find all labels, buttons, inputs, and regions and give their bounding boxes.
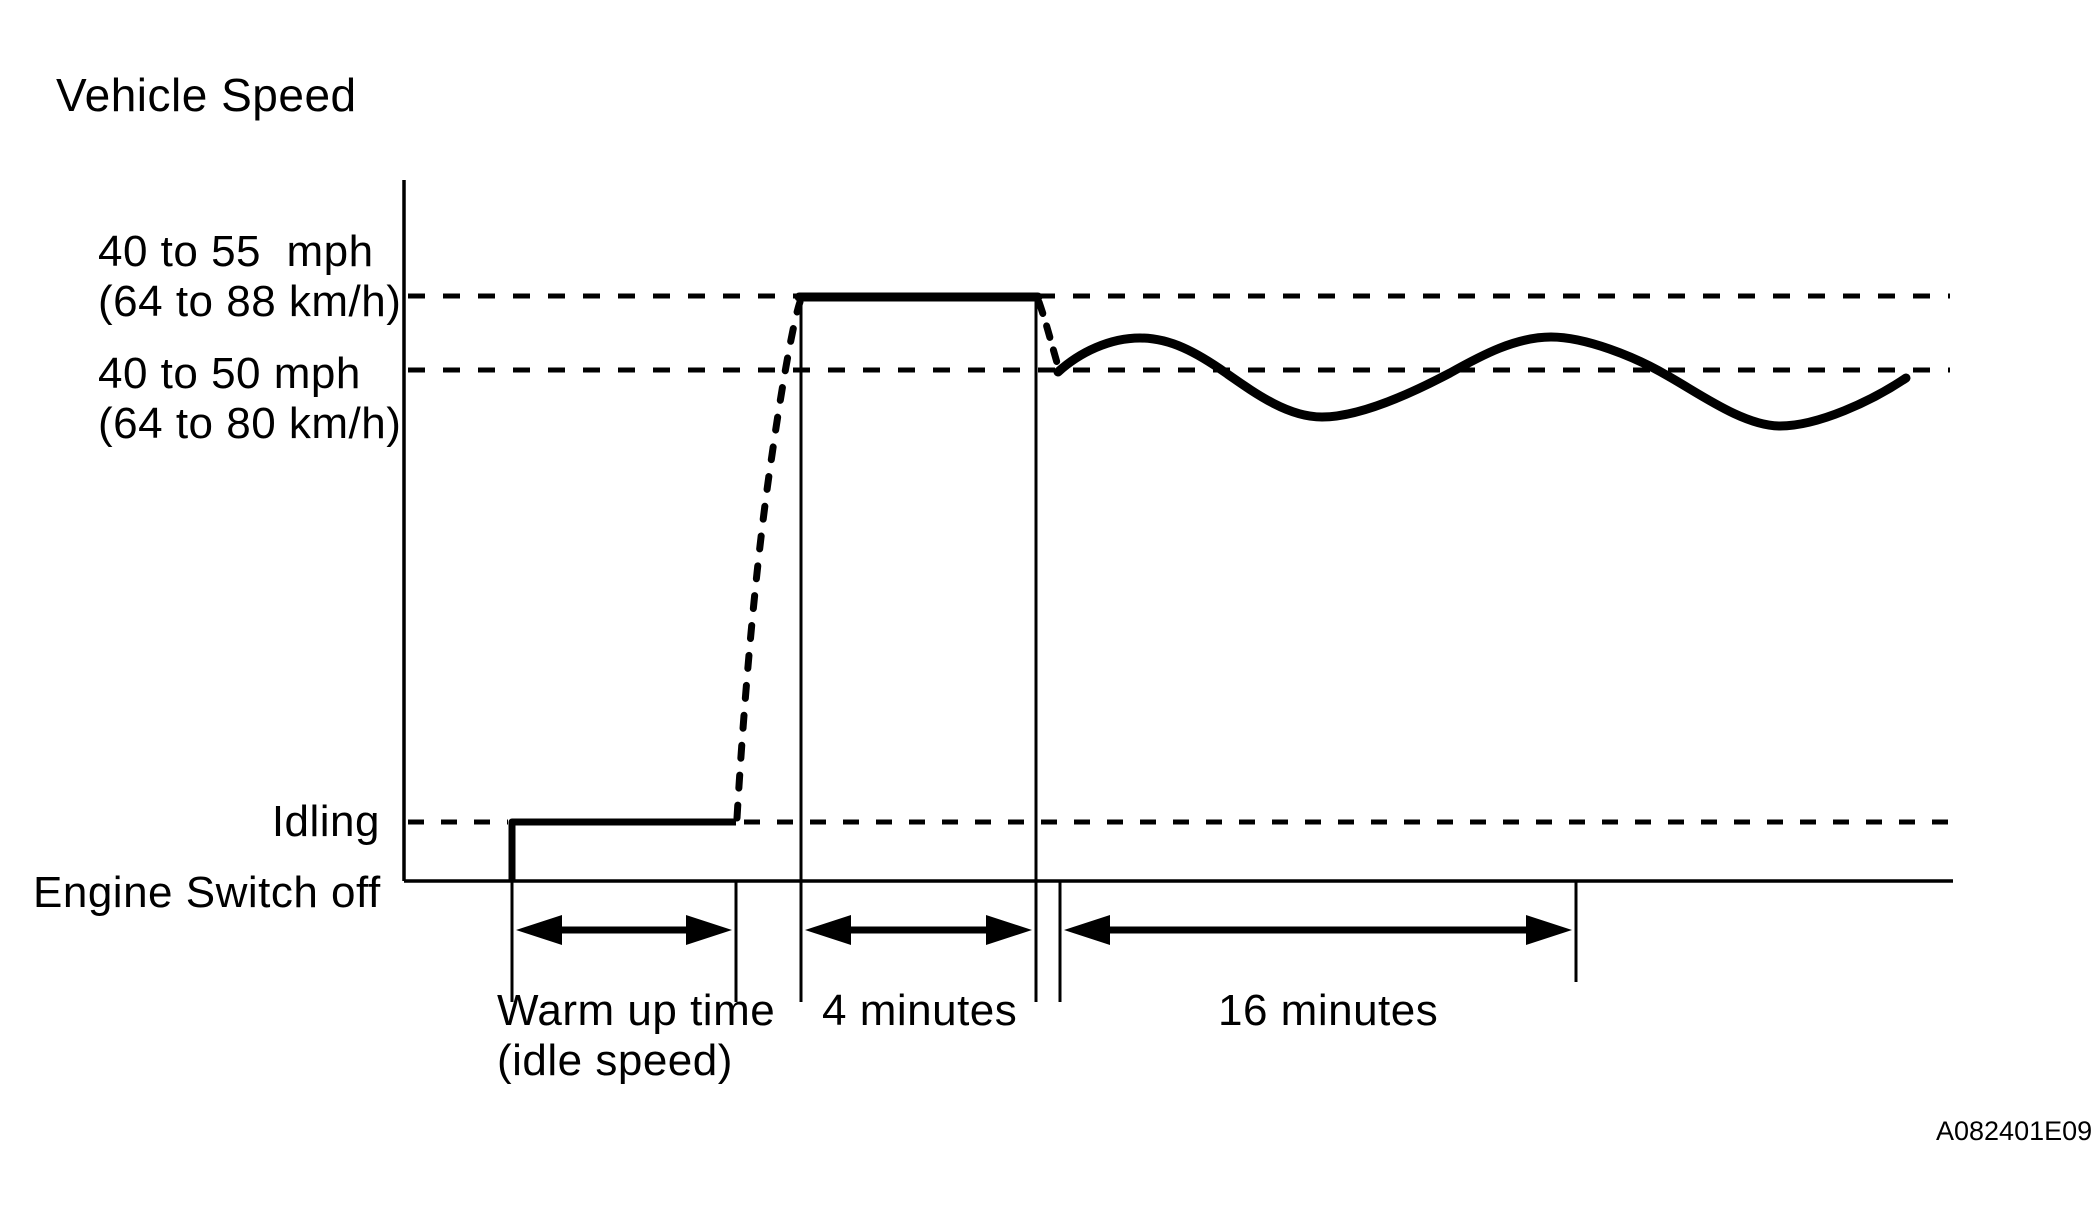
- four-minutes-arrow: [805, 915, 1032, 945]
- axis-label-64-80-kmh: (64 to 80 km/h): [98, 399, 402, 448]
- idle-speed-label: (idle speed): [497, 1036, 733, 1085]
- acceleration-ramp-dotted: [733, 298, 804, 822]
- engine-switch-off-label: Engine Switch off: [33, 868, 381, 917]
- sixteen-minutes-label: 16 minutes: [1218, 986, 1439, 1035]
- four-minutes-label: 4 minutes: [822, 986, 1018, 1035]
- idling-label: Idling: [271, 797, 380, 846]
- speed-oscillation-wave: [1053, 332, 1911, 431]
- axis-label-40-50-mph: 40 to 50 mph: [98, 349, 361, 398]
- warm-up-arrow: [516, 915, 732, 945]
- figure-id: A082401E09: [1936, 1116, 2093, 1146]
- axis-label-40-55-mph: 40 to 55 mph: [98, 227, 374, 276]
- speed-trace-idle-segment: [508, 818, 736, 880]
- axis-label-64-88-kmh: (64 to 88 km/h): [98, 277, 402, 326]
- sixteen-minutes-arrow: [1064, 915, 1572, 945]
- chart-title: Vehicle Speed: [56, 69, 357, 121]
- warm-up-time-label: Warm up time: [497, 986, 776, 1035]
- deceleration-dotted: [1035, 298, 1062, 370]
